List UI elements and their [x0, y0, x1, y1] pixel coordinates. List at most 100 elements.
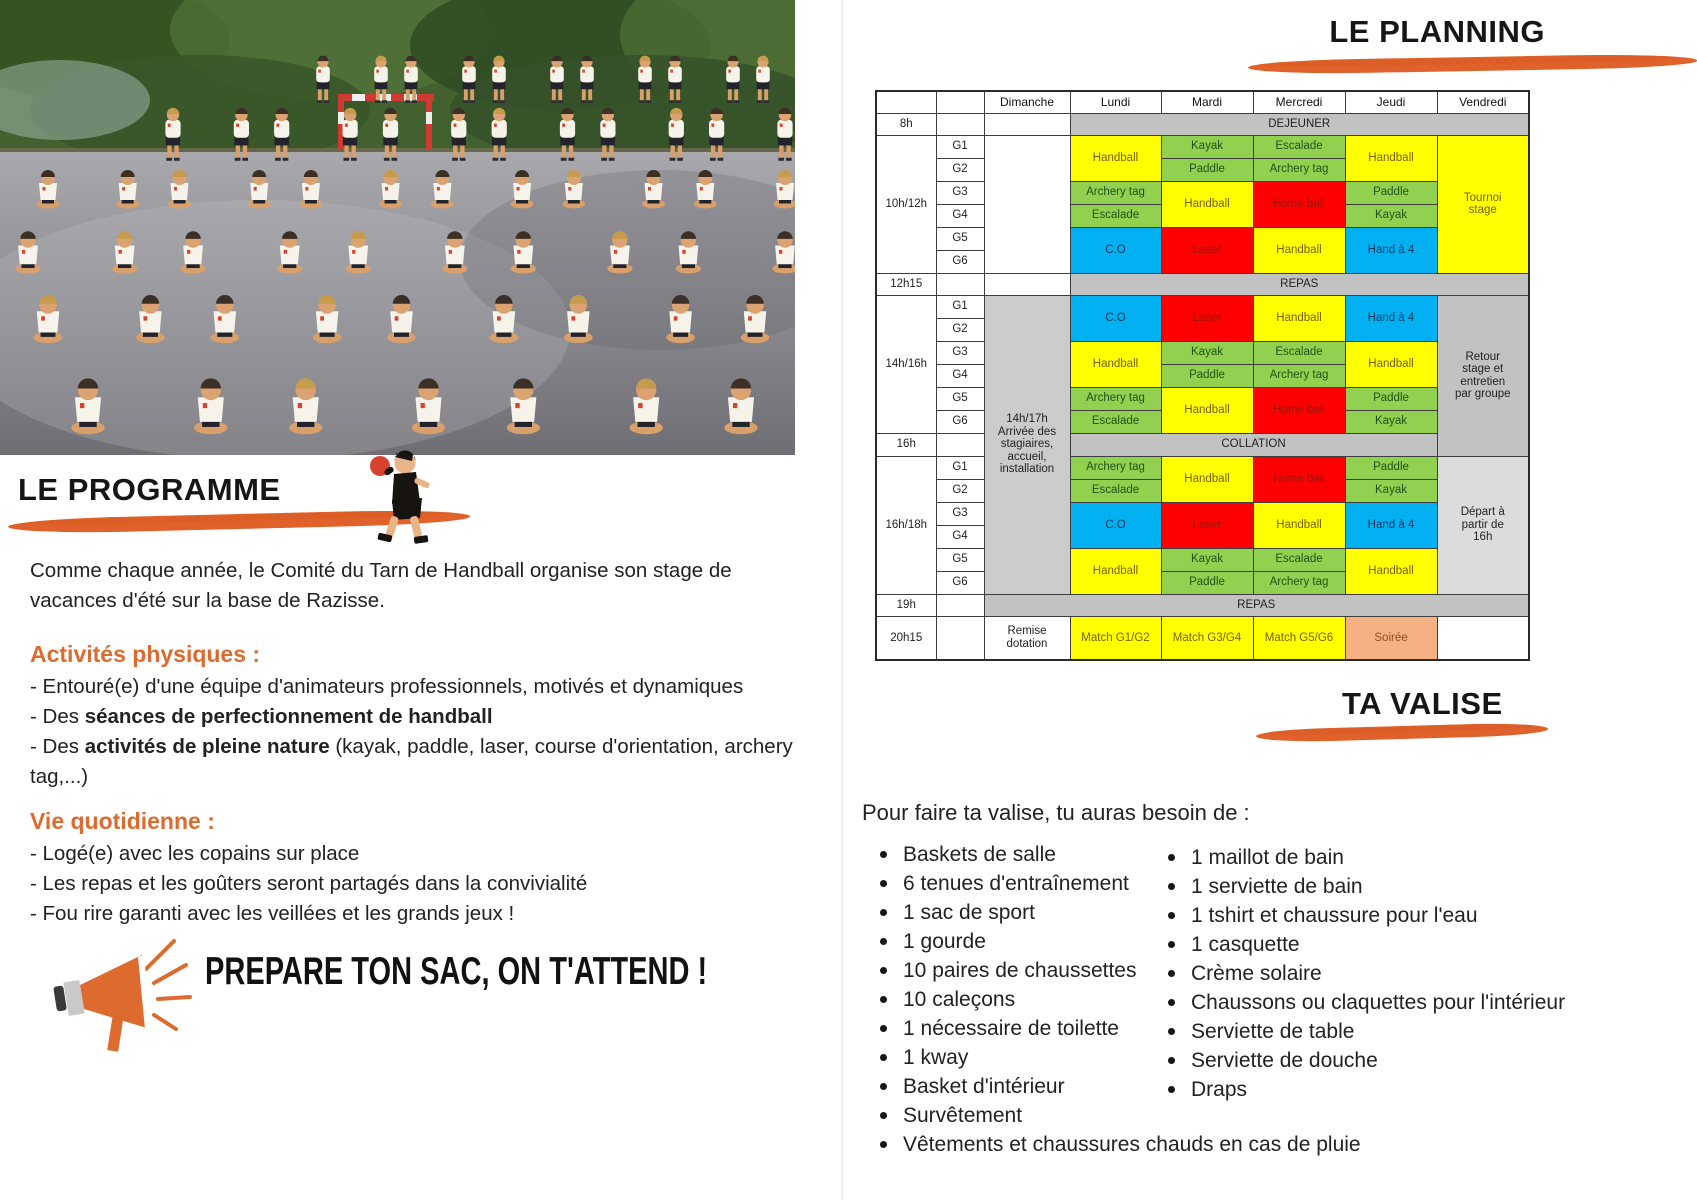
planning-cell: 8h	[875, 112, 937, 136]
planning-cell: Lundi	[1069, 90, 1162, 114]
planning-row: Dimanche Lundi Mardi Mercredi Jeudi Vendredi	[875, 90, 1530, 114]
planning-row: G6	[876, 249, 1529, 274]
planning-cell: C.O	[1069, 294, 1162, 342]
planning-row: 20h15 Remise dotation Match G1/G2 Match G3/…	[875, 615, 1530, 661]
planning-cell: Mercredi	[1252, 90, 1346, 114]
planning-cell: Archery tag	[1069, 386, 1162, 411]
valise-item: 1 nécessaire de toilette	[880, 1014, 1440, 1043]
planning-cell: Paddle	[1160, 157, 1254, 182]
planning-cell: Soirée	[1344, 615, 1438, 661]
planning-cell: G2	[935, 478, 985, 503]
programme-line: - Les repas et les goûters seront partag…	[30, 872, 588, 895]
brush-underline	[1247, 53, 1697, 75]
planning-cell: Match G1/G2	[1069, 615, 1162, 661]
valise-item: 1 gourde	[880, 927, 1440, 956]
planning-row: G2 Paddle Archery tag	[876, 157, 1529, 182]
group-photo	[0, 0, 860, 460]
planning-cell: Hand à 4	[1344, 501, 1438, 549]
planning-cell: DEJEUNER	[1069, 112, 1530, 136]
planning-cell: G1	[935, 134, 985, 159]
planning-row: G5 C.O Laser Handball Hand à 4	[876, 226, 1529, 274]
planning-cell: REPAS	[1069, 272, 1530, 296]
planning-cell: Paddle	[1160, 363, 1254, 388]
valise-list-left: Baskets de salle 6 tenues d'entraînement 1…	[880, 840, 1440, 1159]
planning-cell: G2	[935, 157, 985, 182]
planning-row: G6 Paddle Archery tag	[876, 570, 1529, 595]
valise-item: Draps	[1168, 1075, 1688, 1104]
planning-cell: 19h	[875, 593, 937, 617]
valise-item: 1 serviette de bain	[1168, 872, 1688, 901]
valise-item: Baskets de salle	[880, 840, 1440, 869]
section-list-activites: - Entouré(e) d'une équipe d'animateurs p…	[30, 672, 825, 792]
planning-row: 16h/18h G1 Archery tag Handball Home ball Pad…	[875, 455, 1530, 595]
brush-underline	[1255, 721, 1549, 744]
planning-row: G3 C.O Laser Handball Hand à 4	[876, 501, 1529, 549]
planning-cell: Handball	[1252, 501, 1346, 549]
planning-row: 14h/16h G1 14h/17h Arrivée des stagiaires,…	[875, 294, 1530, 595]
planning-cell: Kayak	[1160, 547, 1254, 572]
planning-cell: Hand à 4	[1344, 294, 1438, 342]
planning-cell-empty	[1436, 615, 1530, 661]
planning-cell: Handball	[1069, 134, 1162, 182]
programme-line: - Des activités de pleine nature (kayak,…	[30, 735, 793, 788]
planning-cell: Mardi	[1160, 90, 1254, 114]
planning-cell: Départ à partir de 16h	[1436, 455, 1530, 595]
planning-cell: 12h15	[875, 272, 937, 296]
valise-title: TA VALISE	[1342, 686, 1503, 721]
megaphone-icon	[50, 925, 200, 1070]
planning-cell: 16h	[875, 432, 937, 457]
planning-cell-empty	[935, 272, 985, 296]
planning-cell: Archery tag	[1252, 363, 1346, 388]
planning-row: G6 Escalade Kayak	[876, 409, 1529, 434]
cta-text: PREPARE TON SAC, ON T'ATTEND !	[205, 948, 708, 993]
planning-cell: 14h/17h Arrivée des stagiaires, accueil,…	[983, 294, 1071, 595]
planning-cell: Escalade	[1252, 134, 1346, 159]
planning-cell: Escalade	[1252, 547, 1346, 572]
planning-cell: G4	[935, 203, 985, 228]
planning-cell: Kayak	[1344, 203, 1438, 228]
valise-item: Serviette de table	[1168, 1017, 1688, 1046]
planning-cell: Home ball	[1252, 455, 1346, 503]
planning-cell: Match G5/G6	[1252, 615, 1346, 661]
planning-cell: Handball	[1160, 455, 1254, 503]
planning-cell: 14h/16h	[875, 294, 937, 434]
planning-cell: Paddle	[1344, 180, 1438, 205]
planning-row: G4 Paddle Archery tag	[876, 363, 1529, 388]
planning-cell: Kayak	[1344, 409, 1438, 434]
valise-item: Vêtements et chaussures chauds en cas de…	[880, 1130, 1440, 1159]
valise-item: Survêtement	[880, 1101, 1440, 1130]
planning-cell: Escalade	[1069, 478, 1162, 503]
planning-cell: G5	[935, 547, 985, 572]
cta-banner: PREPARE TON SAC, ON T'ATTEND !	[205, 949, 776, 993]
programme-line: - Fou rire garanti avec les veillées et …	[30, 902, 515, 925]
planning-cell-empty	[983, 134, 1071, 274]
planning-cell: Remise dotation	[983, 615, 1071, 661]
planning-cell: G3	[935, 180, 985, 205]
valise-item: 1 sac de sport	[880, 898, 1440, 927]
planning-cell: Handball	[1160, 386, 1254, 434]
planning-cell: G4	[935, 363, 985, 388]
planning-cell: Tournoi stage	[1436, 134, 1530, 274]
planning-cell: Handball	[1344, 547, 1438, 595]
planning-cell: G4	[935, 524, 985, 549]
planning-cell: Match G3/G4	[1160, 615, 1254, 661]
planning-cell: 20h15	[875, 615, 937, 661]
valise-item: 6 tenues d'entraînement	[880, 869, 1440, 898]
planning-cell: Escalade	[1069, 409, 1162, 434]
planning-cell: G5	[935, 226, 985, 251]
planning-cell: Archery tag	[1069, 180, 1162, 205]
planning-cell: Archery tag	[1252, 157, 1346, 182]
planning-title: LE PLANNING	[1329, 14, 1545, 49]
programme-intro: Comme chaque année, le Comité du Tarn de…	[30, 559, 732, 612]
handball-player-icon	[348, 446, 448, 563]
planning-row: 8h DEJEUNER	[875, 112, 1530, 136]
planning-row: 12h15 REPAS	[875, 272, 1530, 296]
planning-cell-empty	[983, 112, 1071, 136]
planning-cell: Escalade	[1069, 203, 1162, 228]
planning-cell: G1	[935, 455, 985, 480]
planning-cell: Handball	[1069, 340, 1162, 388]
planning-row: G4	[876, 524, 1529, 549]
planning-cell: Laser	[1160, 294, 1254, 342]
planning-cell: Paddle	[1344, 386, 1438, 411]
